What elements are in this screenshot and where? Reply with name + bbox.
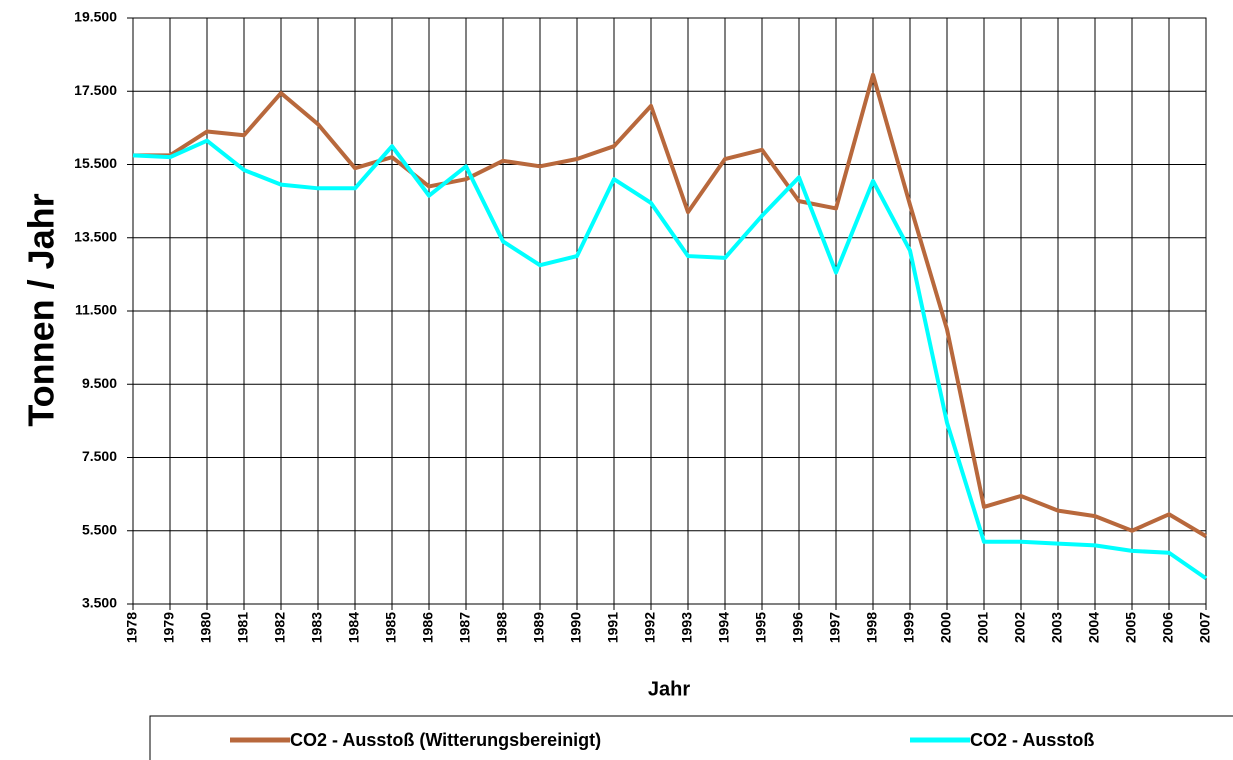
series-line bbox=[132, 138, 1208, 581]
legend-label: CO2 - Ausstoß (Witterungsbereinigt) bbox=[290, 730, 601, 750]
x-tick-label: 2002 bbox=[1012, 612, 1028, 643]
x-tick-label: 1987 bbox=[457, 612, 473, 643]
x-tick-label: 2006 bbox=[1160, 612, 1176, 643]
x-tick-label: 1992 bbox=[642, 612, 658, 643]
x-tick-label: 1997 bbox=[827, 612, 843, 643]
x-tick-label: 1998 bbox=[864, 612, 880, 643]
x-tick-label: 1985 bbox=[383, 612, 399, 643]
x-tick-label: 2007 bbox=[1197, 612, 1213, 643]
x-tick-label: 1984 bbox=[346, 612, 362, 643]
series-line bbox=[133, 72, 1208, 538]
legend-box bbox=[149, 715, 1233, 760]
y-tick-label: 3.500 bbox=[82, 595, 117, 611]
x-tick-label: 1993 bbox=[679, 612, 695, 643]
x-tick-label: 1978 bbox=[124, 612, 140, 643]
x-tick-label: 2000 bbox=[938, 612, 954, 643]
y-tick-label: 9.500 bbox=[82, 375, 117, 391]
x-tick-label: 1988 bbox=[494, 612, 510, 643]
y-tick-label: 19.500 bbox=[74, 9, 117, 25]
x-axis-title: Jahr bbox=[648, 678, 690, 700]
y-axis-title: Tonnen / Jahr bbox=[21, 193, 62, 426]
x-tick-label: 1980 bbox=[198, 612, 214, 643]
x-tick-label: 1996 bbox=[790, 612, 806, 643]
plot-frame bbox=[132, 17, 1207, 605]
x-tick-label: 1989 bbox=[531, 612, 547, 643]
y-tick-label: 15.500 bbox=[74, 155, 117, 171]
x-tick-label: 1990 bbox=[568, 612, 584, 643]
x-tick-label: 1991 bbox=[605, 612, 621, 643]
y-tick-label: 7.500 bbox=[82, 448, 117, 464]
x-tick-label: 1986 bbox=[420, 612, 436, 643]
x-tick-label: 1982 bbox=[272, 612, 288, 643]
x-tick-label: 1999 bbox=[901, 612, 917, 643]
y-tick-label: 5.500 bbox=[82, 521, 117, 537]
x-tick-label: 1983 bbox=[309, 612, 325, 643]
y-tick-label: 11.500 bbox=[75, 302, 117, 318]
x-tick-label: 2003 bbox=[1049, 612, 1065, 643]
x-tick-label: 1979 bbox=[161, 612, 177, 643]
x-tick-label: 1994 bbox=[716, 612, 732, 643]
y-tick-label: 17.500 bbox=[74, 82, 117, 98]
x-tick-label: 1995 bbox=[753, 612, 769, 643]
x-tick-label: 1981 bbox=[235, 612, 251, 643]
x-tick-label: 2004 bbox=[1086, 612, 1102, 643]
x-tick-label: 2005 bbox=[1123, 612, 1139, 643]
y-tick-label: 13.500 bbox=[74, 228, 117, 244]
legend-label: CO2 - Ausstoß bbox=[970, 730, 1094, 750]
x-tick-label: 2001 bbox=[975, 612, 991, 643]
